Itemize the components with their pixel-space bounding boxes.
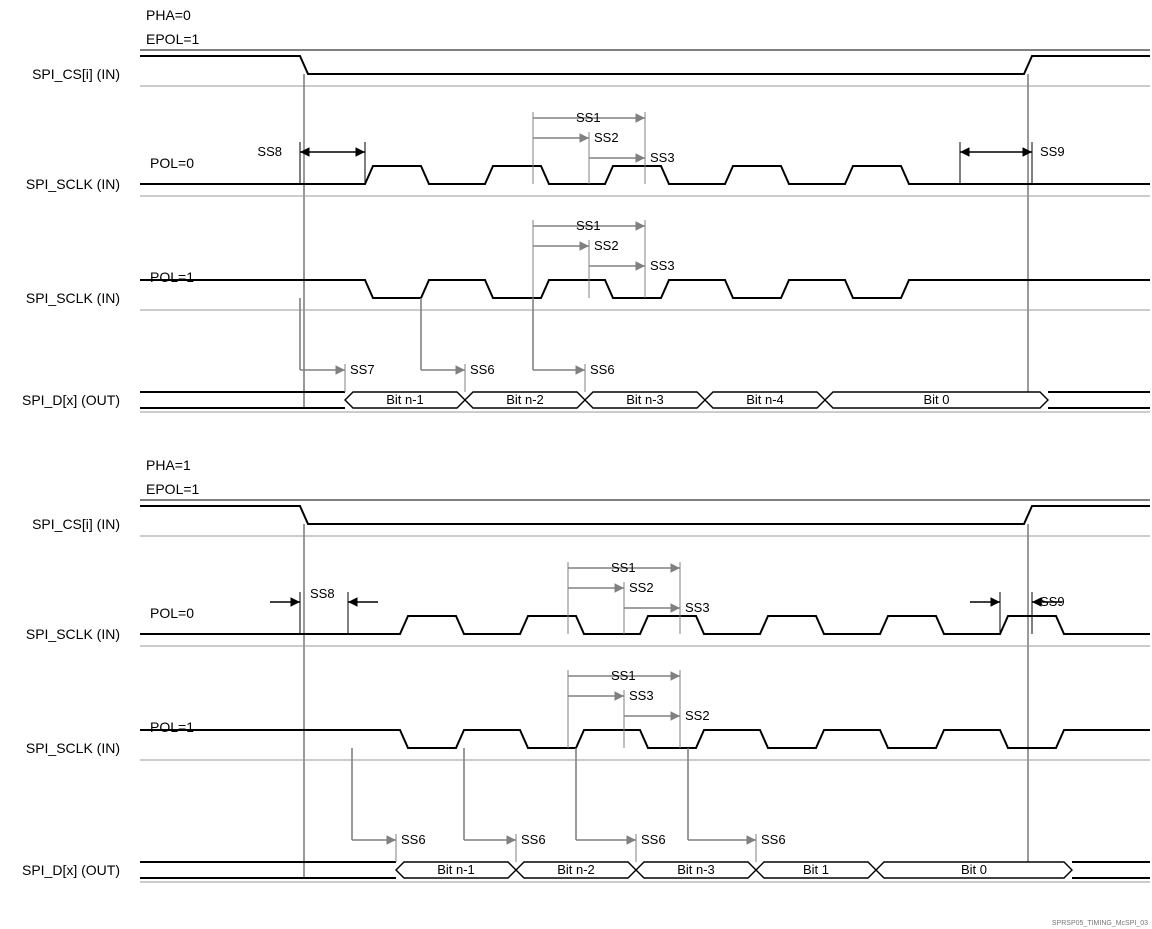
svg-text:SS6: SS6: [590, 362, 615, 377]
svg-text:PHA=1: PHA=1: [146, 457, 191, 473]
svg-text:SS1: SS1: [576, 218, 601, 233]
svg-text:POL=0: POL=0: [150, 605, 194, 621]
svg-text:SS6: SS6: [521, 832, 546, 847]
svg-text:SPRSP05_TIMING_McSPI_03: SPRSP05_TIMING_McSPI_03: [1052, 920, 1148, 927]
svg-text:POL=1: POL=1: [150, 269, 194, 285]
svg-text:SS1: SS1: [611, 560, 636, 575]
svg-text:SPI_D[x] (OUT): SPI_D[x] (OUT): [22, 392, 120, 408]
svg-text:Bit 1: Bit 1: [803, 862, 829, 877]
svg-text:POL=1: POL=1: [150, 719, 194, 735]
svg-text:Bit n-3: Bit n-3: [677, 862, 715, 877]
svg-text:SS6: SS6: [761, 832, 786, 847]
svg-text:SS6: SS6: [401, 832, 426, 847]
svg-text:POL=0: POL=0: [150, 155, 194, 171]
svg-text:Bit 0: Bit 0: [923, 392, 949, 407]
svg-text:SPI_D[x] (OUT): SPI_D[x] (OUT): [22, 862, 120, 878]
svg-text:EPOL=1: EPOL=1: [146, 31, 200, 47]
svg-text:SPI_SCLK (IN): SPI_SCLK (IN): [26, 626, 120, 642]
svg-text:SPI_SCLK (IN): SPI_SCLK (IN): [26, 176, 120, 192]
svg-text:Bit n-4: Bit n-4: [746, 392, 784, 407]
svg-text:Bit 0: Bit 0: [961, 862, 987, 877]
svg-text:SS6: SS6: [470, 362, 495, 377]
svg-text:SS6: SS6: [641, 832, 666, 847]
svg-text:SS2: SS2: [629, 580, 654, 595]
svg-text:PHA=0: PHA=0: [146, 7, 191, 23]
svg-text:Bit n-2: Bit n-2: [557, 862, 595, 877]
timing-diagram: PHA=0 EPOL=1 SPI_CS[i] (IN) SPI_SCLK (IN) PO…: [0, 0, 1152, 929]
svg-text:SS1: SS1: [611, 668, 636, 683]
svg-text:SS2: SS2: [594, 238, 619, 253]
svg-text:SPI_CS[i] (IN): SPI_CS[i] (IN): [32, 66, 120, 82]
svg-text:SS3: SS3: [650, 150, 675, 165]
svg-text:SS8: SS8: [257, 144, 282, 159]
svg-text:SPI_SCLK (IN): SPI_SCLK (IN): [26, 740, 120, 756]
svg-text:SS8: SS8: [310, 586, 335, 601]
svg-text:SS2: SS2: [685, 708, 710, 723]
svg-text:EPOL=1: EPOL=1: [146, 481, 200, 497]
svg-text:Bit n-1: Bit n-1: [386, 392, 424, 407]
svg-text:SS1: SS1: [576, 110, 601, 125]
svg-text:SS2: SS2: [594, 130, 619, 145]
svg-text:SS3: SS3: [650, 258, 675, 273]
svg-text:Bit n-1: Bit n-1: [437, 862, 475, 877]
svg-text:Bit n-3: Bit n-3: [626, 392, 664, 407]
svg-text:SS9: SS9: [1040, 144, 1065, 159]
svg-text:SS3: SS3: [629, 688, 654, 703]
svg-text:SPI_SCLK (IN): SPI_SCLK (IN): [26, 290, 120, 306]
svg-text:SPI_CS[i] (IN): SPI_CS[i] (IN): [32, 516, 120, 532]
svg-text:SS7: SS7: [350, 362, 375, 377]
svg-text:SS3: SS3: [685, 600, 710, 615]
svg-text:Bit n-2: Bit n-2: [506, 392, 544, 407]
svg-text:SS9: SS9: [1040, 594, 1065, 609]
